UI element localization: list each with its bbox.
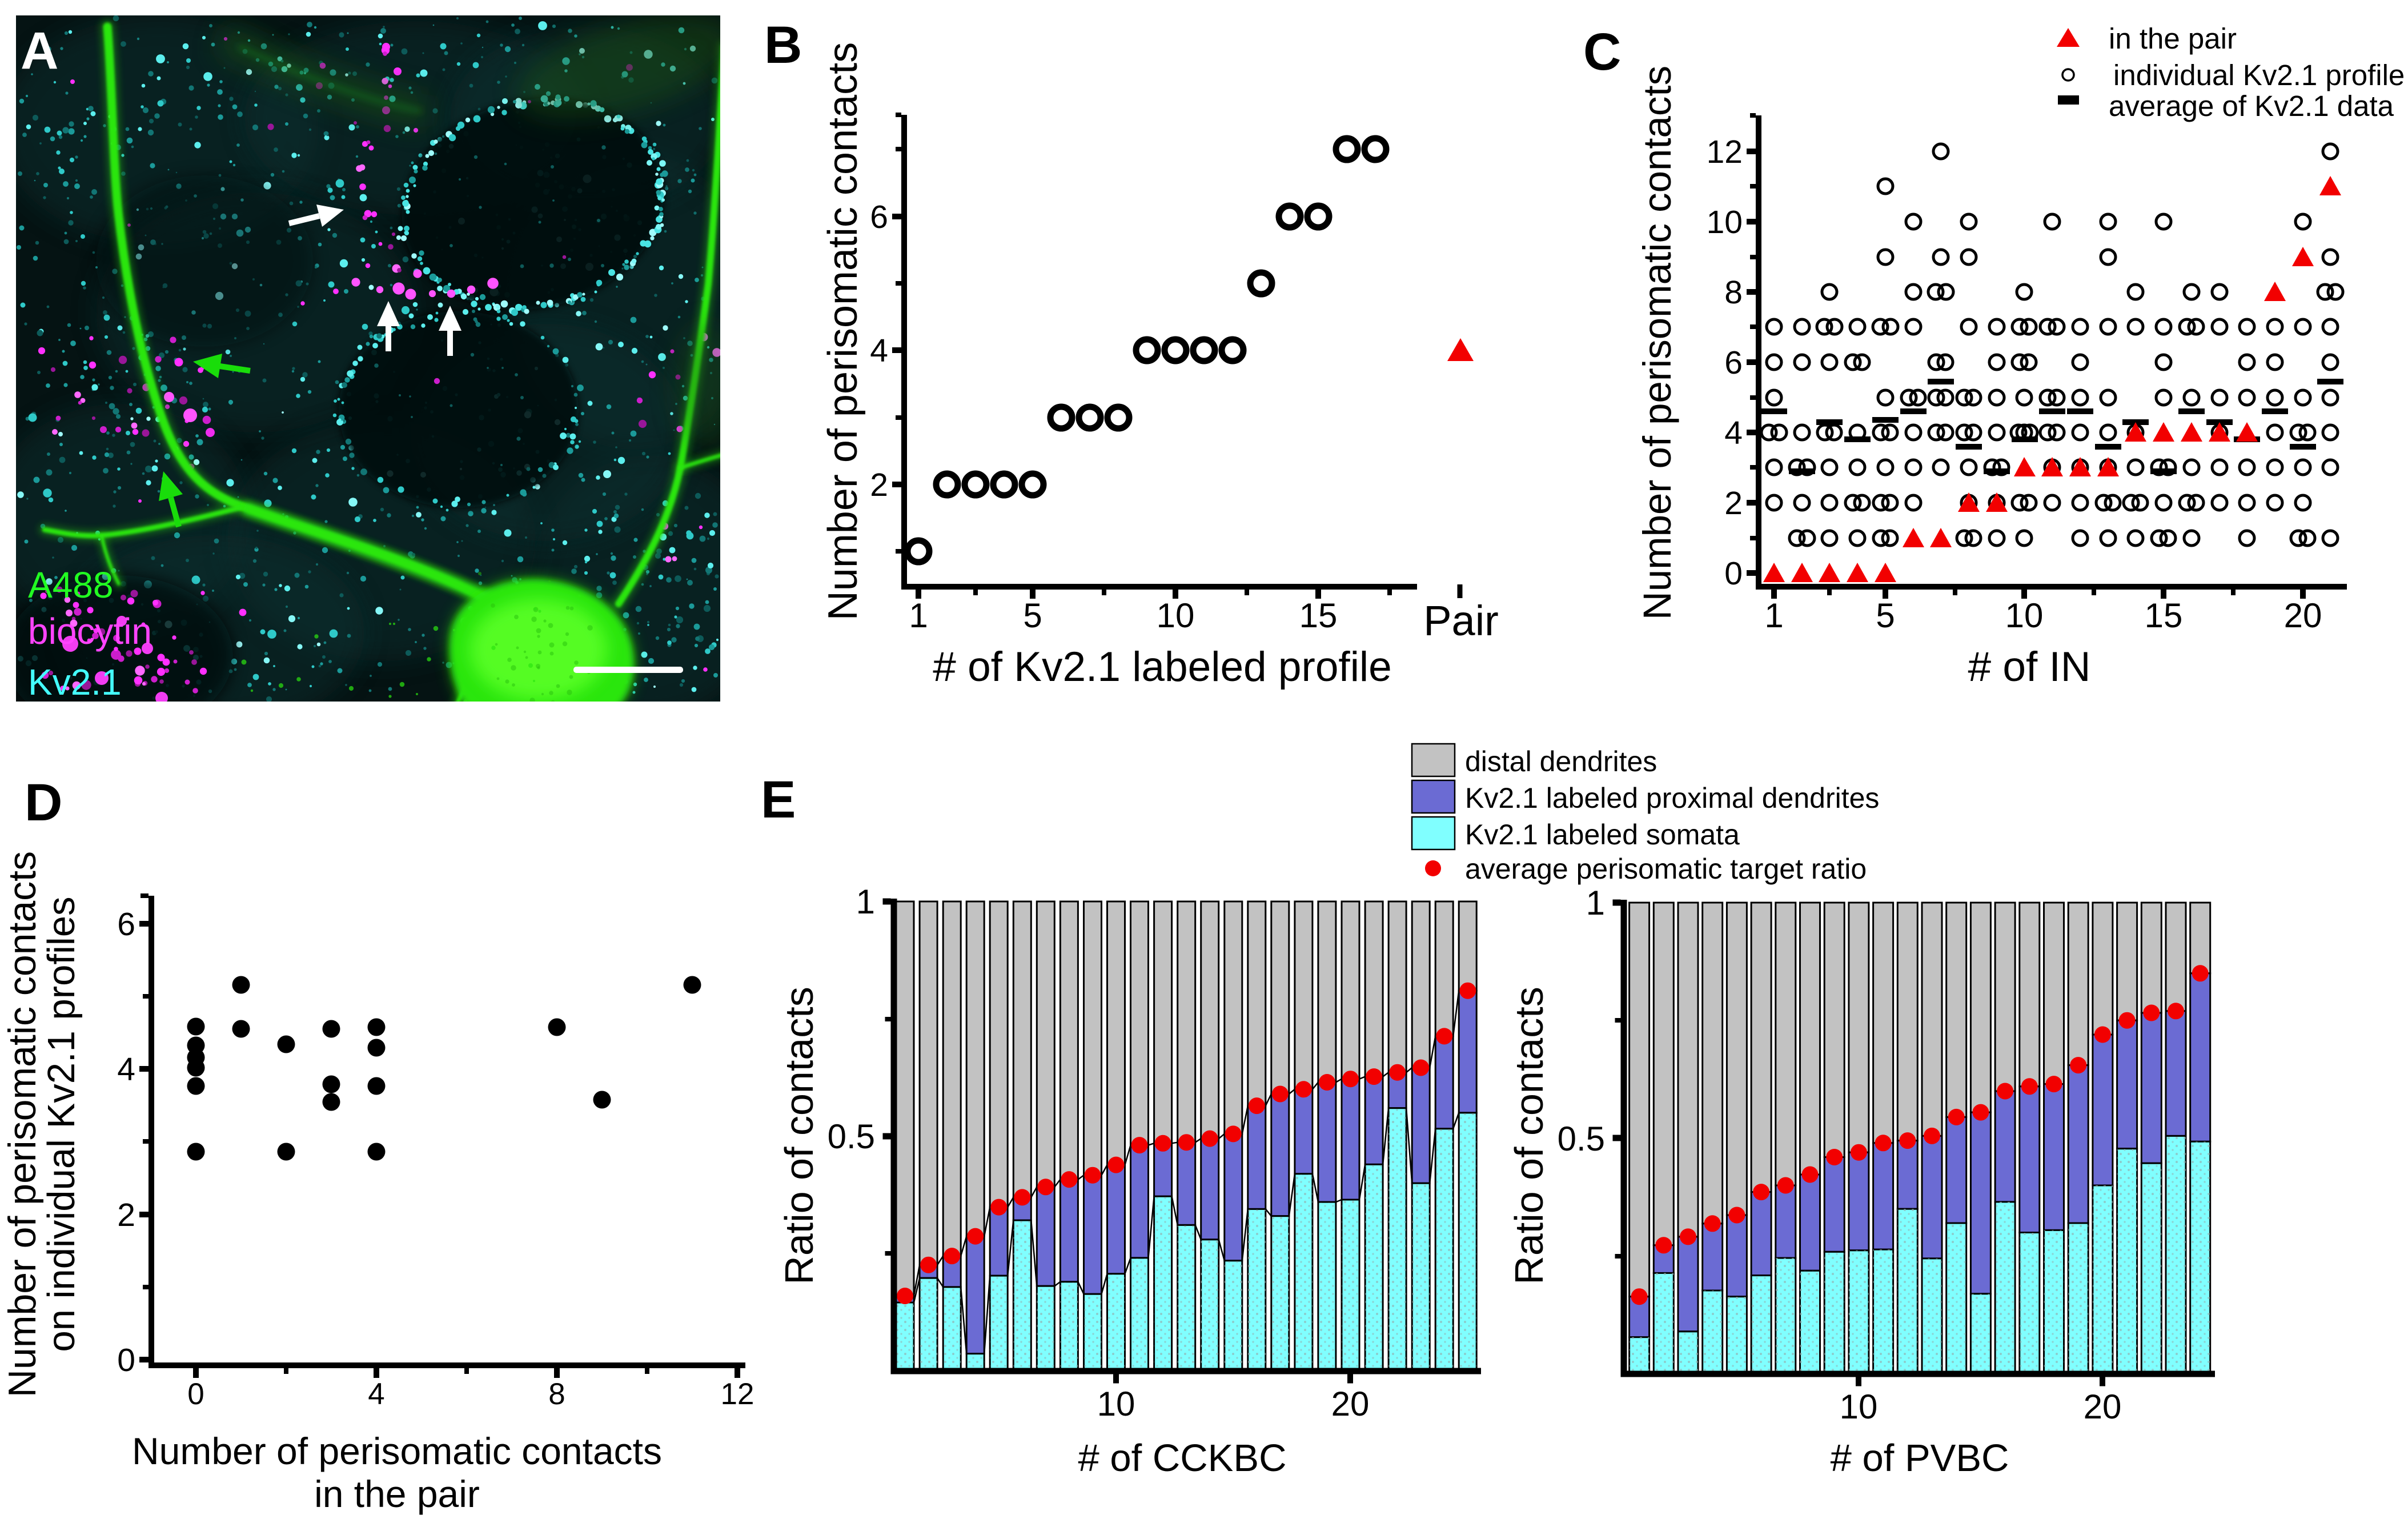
svg-text:Pair: Pair <box>1423 597 1499 644</box>
svg-text:distal dendrites: distal dendrites <box>1465 746 1657 777</box>
svg-text:6: 6 <box>1724 344 1743 381</box>
svg-text:5: 5 <box>1023 596 1042 635</box>
svg-text:5: 5 <box>1876 596 1895 635</box>
svg-text:average of Kv2.1 data: average of Kv2.1 data <box>2109 90 2394 122</box>
svg-text:# of PVBC: # of PVBC <box>1831 1437 2009 1480</box>
svg-text:8: 8 <box>548 1377 565 1411</box>
svg-text:individual Kv2.1 profile: individual Kv2.1 profile <box>2113 59 2405 91</box>
svg-text:1: 1 <box>856 883 875 921</box>
svg-text:20: 20 <box>2284 596 2322 635</box>
svg-text:# of IN: # of IN <box>1968 644 2090 690</box>
svg-text:Ratio of contacts: Ratio of contacts <box>1507 987 1551 1284</box>
svg-text:D: D <box>25 773 62 832</box>
svg-text:A: A <box>21 22 58 80</box>
svg-text:Number of perisomatic contacts: Number of perisomatic contacts <box>132 1430 662 1472</box>
svg-text:B: B <box>764 16 802 74</box>
svg-text:20: 20 <box>2084 1388 2122 1426</box>
svg-text:Number of perisomatic contacts: Number of perisomatic contacts <box>1 851 44 1397</box>
svg-text:Number of perisomatic contacts: Number of perisomatic contacts <box>820 42 866 620</box>
svg-text:1: 1 <box>1586 884 1605 922</box>
svg-text:on individual Kv2.1 profiles: on individual Kv2.1 profiles <box>40 896 83 1352</box>
svg-text:Kv2.1 labeled somata: Kv2.1 labeled somata <box>1465 819 1740 851</box>
svg-text:4: 4 <box>870 332 888 369</box>
svg-text:in the pair: in the pair <box>314 1473 480 1515</box>
svg-text:12: 12 <box>721 1377 754 1411</box>
svg-text:2: 2 <box>870 467 888 503</box>
svg-text:15: 15 <box>2145 596 2183 635</box>
svg-text:10: 10 <box>1707 204 1743 241</box>
svg-text:Kv2.1 labeled proximal dendrit: Kv2.1 labeled proximal dendrites <box>1465 782 1879 814</box>
svg-text:4: 4 <box>368 1377 384 1411</box>
svg-text:Number of perisomatic contacts: Number of perisomatic contacts <box>1635 66 1679 620</box>
svg-text:Kv2.1: Kv2.1 <box>28 662 122 703</box>
svg-text:0.5: 0.5 <box>828 1117 875 1156</box>
svg-text:8: 8 <box>1724 274 1743 311</box>
svg-text:0: 0 <box>187 1377 204 1411</box>
svg-text:2: 2 <box>1724 485 1743 522</box>
svg-text:12: 12 <box>1707 134 1743 170</box>
svg-text:C: C <box>1583 23 1621 81</box>
svg-text:6: 6 <box>117 906 135 943</box>
svg-text:10: 10 <box>1157 596 1195 635</box>
svg-text:0.5: 0.5 <box>1558 1120 1605 1158</box>
svg-text:Ratio of contacts: Ratio of contacts <box>777 987 821 1284</box>
svg-text:in the pair: in the pair <box>2109 22 2237 55</box>
svg-text:15: 15 <box>1299 596 1338 635</box>
svg-text:average perisomatic target rat: average perisomatic target ratio <box>1465 853 1867 885</box>
svg-text:10: 10 <box>1840 1388 1878 1426</box>
svg-text:0: 0 <box>117 1342 135 1378</box>
svg-text:E: E <box>761 771 796 829</box>
svg-text:10: 10 <box>2005 596 2044 635</box>
svg-text:# of Kv2.1 labeled profile: # of Kv2.1 labeled profile <box>933 644 1392 690</box>
svg-text:1: 1 <box>1764 596 1783 635</box>
svg-text:1: 1 <box>909 596 928 635</box>
svg-text:A488: A488 <box>28 564 113 606</box>
svg-text:# of CCKBC: # of CCKBC <box>1078 1437 1287 1480</box>
svg-text:10: 10 <box>1097 1385 1135 1423</box>
svg-text:20: 20 <box>1331 1385 1370 1423</box>
svg-text:4: 4 <box>117 1051 135 1088</box>
svg-text:2: 2 <box>117 1197 135 1233</box>
svg-text:0: 0 <box>1724 555 1743 592</box>
svg-text:6: 6 <box>870 199 888 235</box>
svg-text:biocytin: biocytin <box>28 611 152 652</box>
svg-text:4: 4 <box>1724 415 1743 451</box>
